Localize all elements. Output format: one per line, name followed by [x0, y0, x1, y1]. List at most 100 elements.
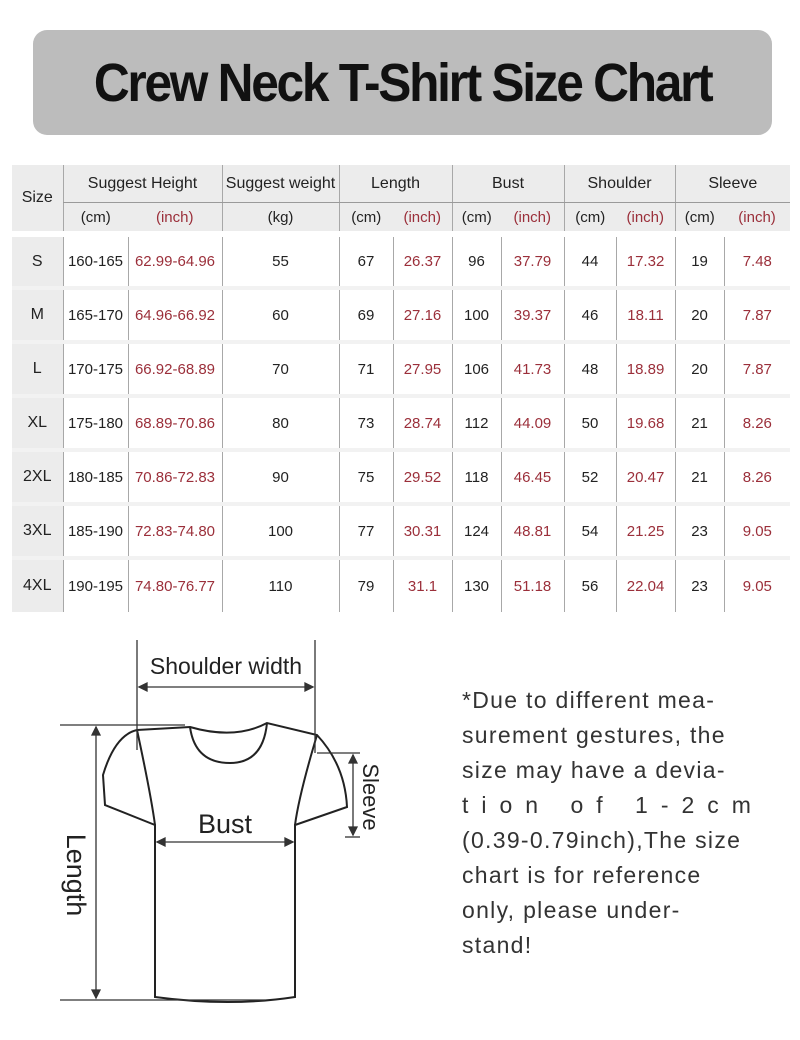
table-row: 3XL 185-190 72.83-74.80 100 77 30.31 124 48.81 5…	[12, 502, 791, 558]
table-row: L 170-175 66.92-68.89 70 71 27.95 106 41.73 48 18…	[12, 340, 791, 396]
table-cell: 9.05	[723, 502, 791, 558]
table-row: S 160-165 62.99-64.96 55 67 26.37 96 37.79 44 17.…	[12, 231, 791, 288]
table-cell: 8.26	[723, 394, 791, 450]
table-cell: 46.45	[500, 448, 565, 504]
table-cell: 9.05	[723, 556, 791, 612]
table-cell: 39.37	[500, 286, 565, 342]
table-cell: 20.47	[615, 448, 676, 504]
table-cell: 160-165	[62, 231, 128, 288]
size-cell: M	[12, 286, 63, 342]
column-group-header: Length	[338, 165, 452, 203]
unit-header: (cm)	[338, 202, 393, 234]
note-line: *Due to different mea-	[462, 687, 716, 713]
note-line: tion of 1-2cm	[462, 792, 764, 818]
column-group-header: Bust	[451, 165, 565, 203]
table-cell: 67	[338, 231, 393, 288]
table-cell: 124	[451, 502, 501, 558]
note-line: size may have a devia-	[462, 757, 726, 783]
table-cell: 7.87	[723, 340, 791, 396]
table-cell: 21.25	[615, 502, 676, 558]
table-cell: 28.74	[392, 394, 452, 450]
table-cell: 23	[674, 502, 725, 558]
table-cell: 48	[563, 340, 617, 396]
table-cell: 68.89-70.86	[127, 394, 222, 450]
size-cell: L	[12, 340, 63, 396]
note-line: (0.39-0.79inch),The size	[462, 827, 742, 853]
unit-header: (inch)	[724, 202, 791, 234]
title-banner: Crew Neck T-Shirt Size Chart	[33, 30, 772, 135]
table-cell: 44	[563, 231, 617, 288]
table-cell: 21	[674, 394, 725, 450]
table-cell: 70.86-72.83	[127, 448, 222, 504]
table-cell: 77	[338, 502, 393, 558]
table-cell: 41.73	[500, 340, 565, 396]
table-cell: 21	[674, 448, 725, 504]
table-cell: 18.11	[615, 286, 676, 342]
table-cell: 46	[563, 286, 617, 342]
table-cell: 19	[674, 231, 725, 288]
table-cell: 29.52	[392, 448, 452, 504]
tshirt-collar	[189, 722, 268, 765]
table-cell: 73	[338, 394, 393, 450]
table-cell: 80	[221, 394, 339, 450]
table-cell: 31.1	[392, 556, 452, 612]
table-row: XL 175-180 68.89-70.86 80 73 28.74 112 44.09 50 1…	[12, 394, 791, 450]
table-cell: 52	[563, 448, 617, 504]
table-cell: 7.87	[723, 286, 791, 342]
sleeve-label: Sleeve	[358, 763, 383, 830]
table-cell: 74.80-76.77	[127, 556, 222, 612]
table-cell: 20	[674, 340, 725, 396]
table-cell: 90	[221, 448, 339, 504]
table-cell: 48.81	[500, 502, 565, 558]
table-cell: 19.68	[615, 394, 676, 450]
table-cell: 64.96-66.92	[127, 286, 222, 342]
table-cell: 51.18	[500, 556, 565, 612]
deviation-note: *Due to different mea-surement gestures,…	[462, 683, 764, 963]
table-cell: 72.83-74.80	[127, 502, 222, 558]
table-cell: 185-190	[62, 502, 128, 558]
table-cell: 79	[338, 556, 393, 612]
unit-header: (cm)	[674, 202, 725, 234]
column-group-header: Suggest weight	[221, 165, 339, 203]
unit-header: (cm)	[62, 202, 128, 234]
table-cell: 165-170	[62, 286, 128, 342]
size-chart-table: Size Suggest Height Suggest weight Length Bu…	[12, 165, 791, 612]
table-row: 2XL 180-185 70.86-72.83 90 75 29.52 118 46.45 52…	[12, 448, 791, 504]
table-cell: 44.09	[500, 394, 565, 450]
unit-header: (cm)	[563, 202, 617, 234]
size-cell: 4XL	[12, 556, 63, 612]
bust-label: Bust	[198, 809, 253, 839]
unit-header: (inch)	[501, 202, 565, 234]
table-cell: 20	[674, 286, 725, 342]
note-line: stand!	[462, 932, 533, 958]
size-header: Size	[12, 165, 63, 235]
table-cell: 170-175	[62, 340, 128, 396]
unit-header: (inch)	[393, 202, 452, 234]
table-cell: 8.26	[723, 448, 791, 504]
table-cell: 26.37	[392, 231, 452, 288]
table-cell: 30.31	[392, 502, 452, 558]
table-cell: 66.92-68.89	[127, 340, 222, 396]
table-row: 4XL 190-195 74.80-76.77 110 79 31.1 130 51.18 56…	[12, 556, 791, 612]
table-cell: 69	[338, 286, 393, 342]
table-cell: 54	[563, 502, 617, 558]
table-cell: 118	[451, 448, 501, 504]
table-cell: 22.04	[615, 556, 676, 612]
unit-header: (inch)	[616, 202, 676, 234]
table-row: M 165-170 64.96-66.92 60 69 27.16 100 39.37 46 18…	[12, 286, 791, 342]
table-cell: 190-195	[62, 556, 128, 612]
column-group-header: Shoulder	[563, 165, 676, 203]
table-cell: 112	[451, 394, 501, 450]
shoulder-width-label: Shoulder width	[150, 653, 302, 679]
column-group-header: Suggest Height	[62, 165, 222, 203]
table-cell: 62.99-64.96	[127, 231, 222, 288]
table-cell: 50	[563, 394, 617, 450]
size-cell: 2XL	[12, 448, 63, 504]
table-cell: 56	[563, 556, 617, 612]
unit-header: (inch)	[128, 202, 222, 234]
table-cell: 100	[451, 286, 501, 342]
column-group-header: Sleeve	[674, 165, 791, 203]
note-line: only, please under-	[462, 897, 681, 923]
length-label: Length	[61, 834, 91, 917]
table-cell: 71	[338, 340, 393, 396]
